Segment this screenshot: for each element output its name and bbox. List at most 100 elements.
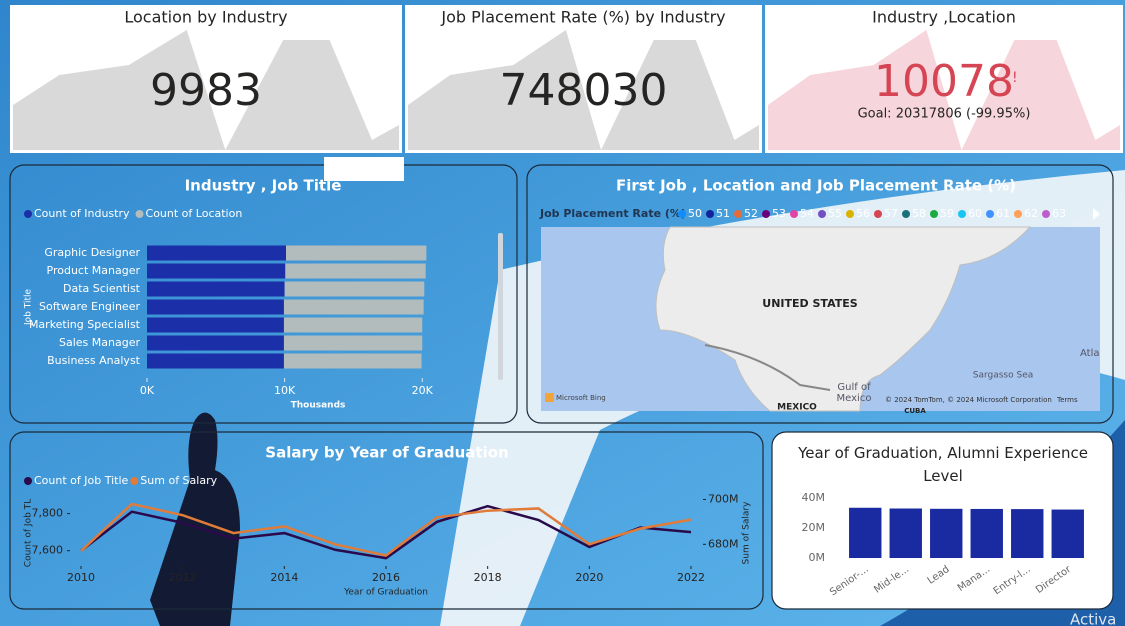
legend-label: 61 bbox=[996, 207, 1010, 220]
bar bbox=[970, 508, 1003, 558]
legend-label: Count of Industry bbox=[34, 207, 130, 220]
legend-marker bbox=[762, 210, 770, 218]
map-label: MEXICO bbox=[777, 403, 817, 413]
bar-segment bbox=[147, 263, 286, 279]
y2-tick-label: 700M bbox=[708, 492, 739, 505]
y-tick-label: Sales Manager bbox=[59, 336, 140, 349]
bing-logo bbox=[545, 393, 554, 402]
legend-label: 50 bbox=[688, 207, 702, 220]
legend-marker bbox=[706, 210, 714, 218]
visual-header[interactable] bbox=[324, 157, 404, 181]
y-tick-label: 0M bbox=[809, 551, 826, 564]
y-tick-label: Graphic Designer bbox=[44, 246, 140, 259]
x-tick-label: 0K bbox=[140, 384, 155, 397]
card-title: Industry ,Location bbox=[872, 8, 1016, 27]
legend-label: Count of Location bbox=[146, 207, 243, 220]
bar-segment bbox=[285, 263, 426, 279]
legend-label: 57 bbox=[884, 207, 898, 220]
map-label: Terms bbox=[1056, 396, 1078, 404]
legend-label: Sum of Salary bbox=[140, 474, 217, 487]
legend-label: 62 bbox=[1024, 207, 1038, 220]
y2-axis-title: Sum of Salary bbox=[742, 501, 752, 565]
legend-marker bbox=[734, 210, 742, 218]
map-label: © 2024 TomTom, © 2024 Microsoft Corporat… bbox=[885, 396, 1052, 404]
legend-label: 54 bbox=[800, 207, 814, 220]
bar-segment bbox=[283, 353, 422, 369]
x-tick-label: 2016 bbox=[372, 571, 400, 584]
legend-marker bbox=[678, 210, 686, 218]
watermark: Activa bbox=[1070, 611, 1116, 626]
legend-label: 52 bbox=[744, 207, 758, 220]
legend-marker bbox=[1014, 210, 1022, 218]
map-label: Sargasso Sea bbox=[973, 371, 1034, 381]
y-axis-title: Job Title bbox=[24, 289, 34, 326]
legend-label: 53 bbox=[772, 207, 786, 220]
map-label: Atla bbox=[1080, 348, 1100, 359]
bar bbox=[1011, 509, 1044, 558]
bar-segment bbox=[147, 335, 284, 351]
card-goal: Goal: 20317806 (-99.95%) bbox=[858, 107, 1031, 122]
y-tick-label: Product Manager bbox=[47, 264, 141, 277]
chart-title: Year of Graduation, Alumni Experience Lev… bbox=[797, 444, 1088, 485]
legend-label: Count of Job Title bbox=[34, 474, 129, 487]
map-label: Gulf of bbox=[837, 382, 871, 393]
legend-marker bbox=[135, 210, 144, 218]
bar-segment bbox=[147, 317, 284, 333]
y-tick-label: 7,800 bbox=[32, 507, 64, 520]
legend-marker bbox=[130, 477, 139, 485]
y-tick-label: Business Analyst bbox=[47, 354, 141, 367]
sparkline-area bbox=[408, 30, 759, 150]
y-tick-label: 40M bbox=[802, 491, 826, 504]
legend-label: 58 bbox=[912, 207, 926, 220]
panel bbox=[9, 164, 518, 424]
sparkline-area bbox=[13, 30, 399, 150]
bar bbox=[889, 508, 922, 558]
map-label: Microsoft Bing bbox=[556, 394, 606, 402]
title-line: Year of Graduation, Alumni Experience bbox=[797, 444, 1088, 462]
charts: Industry , Job Title Count of Industry Cou… bbox=[24, 177, 1100, 598]
x-tick-label: 2010 bbox=[67, 571, 95, 584]
bar bbox=[1051, 509, 1084, 558]
bar-segment bbox=[147, 245, 286, 261]
legend-marker bbox=[790, 210, 798, 218]
bar-segment bbox=[284, 281, 425, 297]
chart-title: First Job , Location and Job Placement R… bbox=[616, 177, 1016, 195]
map-label: UNITED STATES bbox=[762, 297, 857, 310]
legend-label: 60 bbox=[968, 207, 982, 220]
bar-segment bbox=[147, 281, 285, 297]
x-tick-label: 2018 bbox=[474, 571, 502, 584]
sparkline-area bbox=[768, 30, 1120, 150]
legend-marker bbox=[986, 210, 994, 218]
legend-label: 56 bbox=[856, 207, 870, 220]
card-alert: ! bbox=[1012, 70, 1018, 86]
chart-title: Salary by Year of Graduation bbox=[265, 444, 508, 462]
legend-label: 55 bbox=[828, 207, 842, 220]
legend-marker bbox=[24, 477, 32, 485]
bar-segment bbox=[283, 299, 424, 315]
map-label: CUBA bbox=[904, 407, 926, 415]
map-label: Mexico bbox=[837, 393, 872, 404]
legend-marker bbox=[902, 210, 910, 218]
line-series bbox=[80, 504, 692, 560]
scrollbar[interactable] bbox=[498, 233, 503, 380]
map-border bbox=[704, 344, 831, 391]
y-tick-label: 20M bbox=[802, 521, 826, 534]
x-tick-label: 20K bbox=[412, 384, 434, 397]
panel bbox=[526, 164, 1114, 424]
x-tick-label: 10K bbox=[274, 384, 296, 397]
bar-segment bbox=[147, 353, 284, 369]
legend-label: 51 bbox=[716, 207, 730, 220]
x-tick-label: 2020 bbox=[575, 571, 603, 584]
card-value: 9983 bbox=[150, 65, 262, 116]
legend-marker bbox=[818, 210, 826, 218]
cards: Location by Industry 9983 Job Placement Ra… bbox=[10, 5, 1123, 153]
legend-marker bbox=[846, 210, 854, 218]
x-tick-label: 2022 bbox=[677, 571, 705, 584]
panel bbox=[9, 431, 764, 610]
bar-segment bbox=[283, 335, 423, 351]
bar bbox=[849, 507, 882, 558]
y2-tick-label: 680M bbox=[708, 537, 739, 550]
legend-title: Job Placement Rate (%) bbox=[539, 207, 686, 220]
legend-label: 63 bbox=[1052, 207, 1066, 220]
y-tick-label: Data Scientist bbox=[63, 282, 141, 295]
